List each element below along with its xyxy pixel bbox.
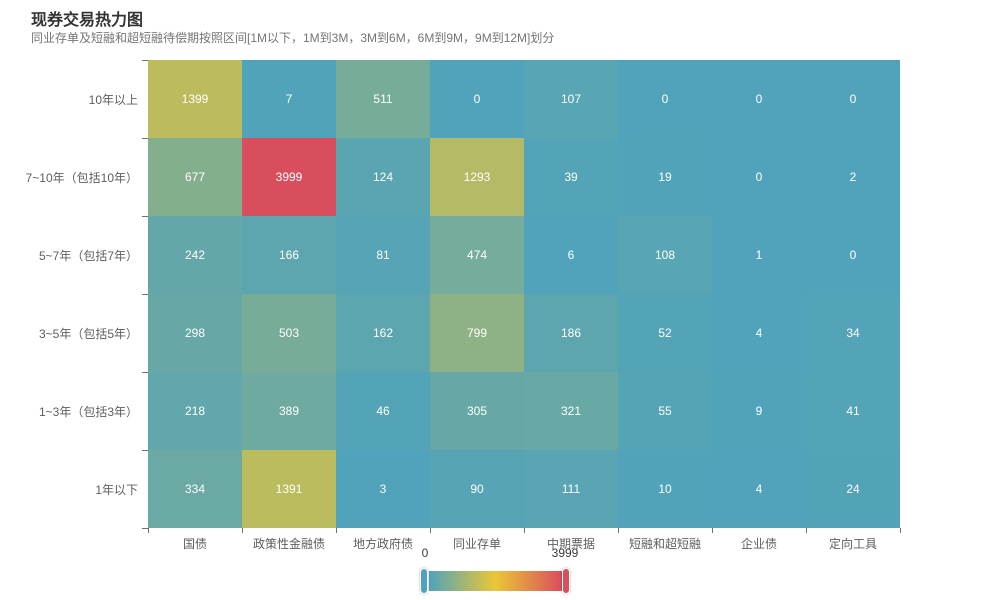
- x-axis-tick: [806, 528, 807, 533]
- heatmap-cell[interactable]: 34: [806, 294, 900, 372]
- heatmap-cell[interactable]: 1: [712, 216, 806, 294]
- heatmap-cell[interactable]: 321: [524, 372, 618, 450]
- y-axis-tick: [142, 372, 148, 373]
- heatmap-cell[interactable]: 3: [336, 450, 430, 528]
- heatmap-cell[interactable]: 242: [148, 216, 242, 294]
- heatmap-cell[interactable]: 511: [336, 60, 430, 138]
- visual-map-min-label: 0: [421, 546, 429, 560]
- x-axis-label: 同业存单: [452, 537, 501, 551]
- y-axis-tick: [142, 138, 148, 139]
- x-axis-label: 定向工具: [828, 537, 877, 551]
- y-axis-label: 3~5年（包括5年）: [38, 326, 138, 341]
- heatmap-cell[interactable]: 107: [524, 60, 618, 138]
- heatmap-cell[interactable]: 3999: [242, 138, 336, 216]
- heatmap-grid: 1399 7 511 0 107 0 0 0 677 3999 124 1293 39 19 0 2 242 16…: [148, 60, 900, 528]
- heatmap-cell[interactable]: 4: [712, 294, 806, 372]
- y-axis-tick: [142, 450, 148, 451]
- heatmap-cell[interactable]: 166: [242, 216, 336, 294]
- heatmap-cell[interactable]: 677: [148, 138, 242, 216]
- heatmap-cell[interactable]: 0: [806, 216, 900, 294]
- heatmap-cell[interactable]: 218: [148, 372, 242, 450]
- heatmap-cell[interactable]: 2: [806, 138, 900, 216]
- y-axis-label: 10年以上: [88, 92, 138, 107]
- heatmap-cell[interactable]: 6: [524, 216, 618, 294]
- y-axis-tick: [142, 294, 148, 295]
- chart-title: 现券交易热力图: [31, 12, 144, 29]
- heatmap-cell[interactable]: 124: [336, 138, 430, 216]
- y-axis-labels: 10年以上 7~10年（包括10年） 5~7年（包括7年） 3~5年（包括5年） 1~3…: [0, 60, 138, 528]
- heatmap-cell[interactable]: 90: [430, 450, 524, 528]
- visual-map-max-label: 3999: [551, 546, 579, 560]
- heatmap-cell[interactable]: 24: [806, 450, 900, 528]
- heatmap-cell[interactable]: 81: [336, 216, 430, 294]
- heatmap-cell[interactable]: 10: [618, 450, 712, 528]
- heatmap-cell[interactable]: 55: [618, 372, 712, 450]
- x-axis-label: 短融和超短融: [628, 537, 701, 551]
- x-axis-label: 地方政府债: [352, 537, 413, 551]
- x-axis-label: 国债: [182, 537, 207, 551]
- x-axis-labels: 国债 政策性金融债 地方政府债 同业存单 中期票据 短融和超短融 企业债 定向工具: [148, 535, 900, 551]
- heatmap-cell[interactable]: 4: [712, 450, 806, 528]
- chart-subtitle: 同业存单及短融和超短融待偿期按照区间[1M以下，1M到3M，3M到6M，6M到9…: [31, 31, 555, 45]
- heatmap-cell[interactable]: 0: [430, 60, 524, 138]
- heatmap-cell[interactable]: 0: [712, 60, 806, 138]
- heatmap-cell[interactable]: 474: [430, 216, 524, 294]
- heatmap-cell[interactable]: 111: [524, 450, 618, 528]
- y-axis-label: 1年以下: [95, 482, 138, 497]
- heatmap-cell[interactable]: 7: [242, 60, 336, 138]
- visual-map-gradient-bar[interactable]: [429, 571, 562, 591]
- x-axis-tick: [712, 528, 713, 533]
- y-axis-tick: [142, 528, 148, 529]
- x-axis-tick: [242, 528, 243, 533]
- heatmap-cell[interactable]: 1293: [430, 138, 524, 216]
- x-axis-label: 中期票据: [546, 537, 595, 551]
- heatmap-cell[interactable]: 162: [336, 294, 430, 372]
- heatmap-cell[interactable]: 503: [242, 294, 336, 372]
- x-axis-label: 企业债: [740, 537, 777, 551]
- heatmap-cell[interactable]: 305: [430, 372, 524, 450]
- heatmap-cell[interactable]: 46: [336, 372, 430, 450]
- x-axis-tick: [148, 528, 149, 533]
- heatmap-cell[interactable]: 298: [148, 294, 242, 372]
- heatmap-cell[interactable]: 19: [618, 138, 712, 216]
- heatmap-cell[interactable]: 1391: [242, 450, 336, 528]
- y-axis-tick: [142, 216, 148, 217]
- x-axis-tick: [524, 528, 525, 533]
- y-axis-label: 5~7年（包括7年）: [38, 248, 138, 263]
- y-axis-label: 1~3年（包括3年）: [38, 404, 138, 419]
- y-axis-label: 7~10年（包括10年）: [25, 170, 138, 185]
- x-axis-label: 政策性金融债: [252, 537, 325, 551]
- heatmap-cell[interactable]: 334: [148, 450, 242, 528]
- heatmap-cell[interactable]: 108: [618, 216, 712, 294]
- x-axis-tick: [618, 528, 619, 533]
- heatmap-cell[interactable]: 799: [430, 294, 524, 372]
- heatmap-cell[interactable]: 39: [524, 138, 618, 216]
- heatmap-cell[interactable]: 1399: [148, 60, 242, 138]
- x-axis-tick: [336, 528, 337, 533]
- heatmap-cell[interactable]: 41: [806, 372, 900, 450]
- x-axis-tick: [900, 528, 901, 533]
- heatmap-cell[interactable]: 52: [618, 294, 712, 372]
- heatmap-cell[interactable]: 389: [242, 372, 336, 450]
- heatmap-cell[interactable]: 0: [712, 138, 806, 216]
- y-axis-ticks: [142, 60, 148, 529]
- x-axis-tick: [430, 528, 431, 533]
- heatmap-cell[interactable]: 186: [524, 294, 618, 372]
- visual-map-min-handle[interactable]: [420, 568, 428, 594]
- heatmap-cell[interactable]: 9: [712, 372, 806, 450]
- heatmap-cell[interactable]: 0: [806, 60, 900, 138]
- y-axis-tick: [142, 60, 148, 61]
- x-axis-ticks: [148, 528, 901, 534]
- heatmap-cell[interactable]: 0: [618, 60, 712, 138]
- visual-map-max-handle[interactable]: [562, 568, 570, 594]
